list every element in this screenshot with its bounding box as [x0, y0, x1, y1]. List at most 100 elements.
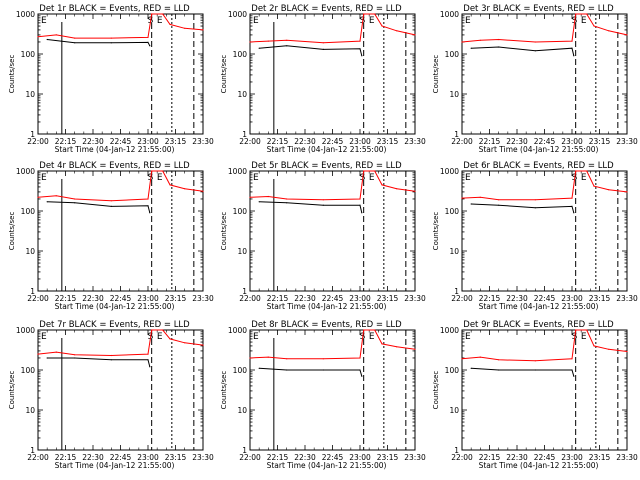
- series-point-lld: [479, 196, 481, 198]
- series-point-lld: [184, 27, 186, 29]
- series-point-lld: [363, 170, 365, 172]
- top-event-marker: E: [465, 16, 471, 26]
- x-tick-label: 22:15: [55, 137, 77, 146]
- x-tick-label: 23:15: [589, 453, 611, 462]
- top-event-marker: E: [369, 332, 375, 342]
- series-point-lld: [267, 195, 269, 198]
- y-tick-label: 10: [25, 247, 35, 256]
- series-point-lld: [147, 353, 149, 355]
- x-tick-label: 22:15: [479, 137, 501, 146]
- x-tick-label: 22:30: [82, 294, 104, 303]
- chart-panel-9: Det 9r BLACK = Events, RED = LLD 1 10 100 10…: [432, 320, 638, 470]
- series-point-lld: [374, 329, 376, 331]
- chart-panel-6: Det 6r BLACK = Events, RED = LLD 1 10 100 10…: [432, 161, 638, 311]
- series-point-lld: [608, 30, 610, 32]
- x-tick-label: 23:00: [349, 137, 371, 146]
- x-axis-label: Start Time (04-Jan-12 21:55:00): [267, 461, 387, 470]
- y-tick-label: 100: [21, 207, 36, 216]
- series-point-lld: [498, 38, 500, 41]
- series-point-lld: [608, 189, 610, 191]
- series-point-events: [361, 212, 363, 214]
- series-point-lld: [461, 197, 463, 199]
- top-event-marker: E: [253, 332, 259, 342]
- top-event-marker: E: [369, 16, 375, 26]
- y-axis-label: Counts/sec: [432, 371, 440, 410]
- x-tick-label: 23:30: [192, 294, 214, 303]
- series-point-lld: [593, 25, 595, 27]
- series-point-lld: [359, 40, 361, 42]
- x-tick-label: 22:30: [294, 453, 316, 462]
- series-point-lld: [593, 345, 595, 347]
- series-point-lld: [151, 170, 153, 172]
- x-tick-label: 23:00: [137, 453, 159, 462]
- x-tick-label: 22:00: [27, 137, 49, 146]
- series-point-lld: [498, 359, 500, 361]
- y-tick-label: 1000: [16, 10, 35, 19]
- series-point-lld: [534, 41, 536, 43]
- y-tick-label: 100: [21, 366, 36, 375]
- series-point-lld: [586, 329, 588, 331]
- x-tick-label: 23:00: [349, 453, 371, 462]
- x-tick-label: 23:15: [589, 137, 611, 146]
- series-point-lld: [147, 36, 149, 39]
- x-tick-label: 23:15: [165, 453, 187, 462]
- series-point-lld: [286, 358, 288, 360]
- y-axis-label: Counts/sec: [220, 55, 228, 94]
- x-tick-label: 22:45: [322, 453, 344, 462]
- x-tick-label: 22:00: [239, 137, 261, 146]
- series-point-events: [470, 367, 472, 369]
- series-point-lld: [267, 40, 269, 42]
- x-tick-label: 22:30: [506, 453, 528, 462]
- y-tick-label: 100: [21, 50, 36, 59]
- series-point-lld: [479, 39, 481, 41]
- x-tick-label: 23:00: [137, 137, 159, 146]
- y-axis-label: Counts/sec: [8, 212, 16, 251]
- series-point-lld: [151, 13, 153, 15]
- series-point-events: [46, 201, 48, 203]
- x-tick-label: 23:00: [349, 294, 371, 303]
- series-point-events: [147, 205, 149, 207]
- series-line-lld: [249, 170, 416, 201]
- top-event-marker: E: [581, 173, 587, 183]
- series-point-events: [286, 45, 288, 47]
- x-tick-label: 23:15: [377, 453, 399, 462]
- series-point-events: [110, 359, 112, 361]
- top-event-marker: E: [465, 173, 471, 183]
- series-point-events: [361, 55, 363, 57]
- series-point-events: [322, 204, 324, 206]
- series-point-events: [286, 202, 288, 204]
- x-tick-label: 22:15: [267, 453, 289, 462]
- series-point-lld: [169, 23, 171, 25]
- series-point-events: [149, 45, 151, 47]
- chart-title: Det 9r BLACK = Events, RED = LLD: [463, 320, 614, 330]
- y-tick-label: 100: [445, 207, 460, 216]
- series-point-lld: [74, 354, 76, 356]
- series-point-lld: [381, 25, 383, 27]
- series-line-lld: [461, 329, 628, 362]
- x-tick-label: 22:30: [82, 137, 104, 146]
- series-point-events: [498, 204, 500, 206]
- x-axis-label: Start Time (04-Jan-12 21:55:00): [55, 461, 175, 470]
- chart-title: Det 7r BLACK = Events, RED = LLD: [39, 320, 190, 330]
- series-line-lld: [37, 170, 204, 202]
- series-point-lld: [202, 344, 204, 346]
- y-tick-label: 1: [30, 130, 35, 139]
- top-event-marker: E: [157, 16, 163, 26]
- top-event-marker: E: [41, 332, 47, 342]
- y-tick-label: 1: [30, 446, 35, 455]
- y-tick-label: 1: [454, 446, 459, 455]
- x-axis-label: Start Time (04-Jan-12 21:55:00): [479, 302, 599, 311]
- y-axis-label: Counts/sec: [220, 212, 228, 251]
- top-event-marker: E: [41, 16, 47, 26]
- series-point-lld: [461, 41, 463, 43]
- series-point-lld: [608, 348, 610, 350]
- series-point-events: [573, 212, 575, 214]
- series-point-events: [470, 203, 472, 205]
- series-point-events: [571, 369, 573, 371]
- chart-title: Det 6r BLACK = Events, RED = LLD: [463, 161, 614, 171]
- series-point-events: [258, 367, 260, 369]
- x-tick-label: 23:15: [165, 137, 187, 146]
- series-point-lld: [498, 199, 500, 201]
- series-point-events: [74, 42, 76, 44]
